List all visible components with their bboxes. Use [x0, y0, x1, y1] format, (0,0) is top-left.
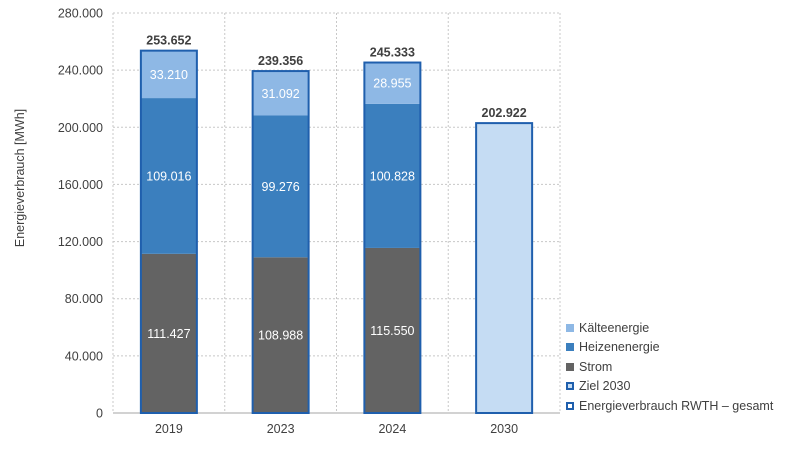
total-label: 202.922	[482, 106, 527, 120]
bar-total-outline	[363, 61, 422, 414]
x-tick-label: 2024	[378, 422, 406, 436]
data-label: 33.210	[150, 68, 188, 82]
data-label: 31.092	[262, 87, 300, 101]
y-tick-label: 160.000	[58, 178, 103, 192]
x-tick-label: 2030	[490, 422, 518, 436]
legend-label: Energieverbrauch RWTH – gesamt	[579, 398, 774, 413]
bar-segment	[140, 98, 197, 254]
data-label: 109.016	[146, 169, 191, 183]
data-label: 115.550	[370, 324, 414, 338]
legend-swatch	[566, 382, 574, 391]
legend-item: Strom	[566, 357, 773, 377]
y-tick-label: 0	[96, 407, 103, 421]
legend-swatch	[566, 401, 574, 410]
total-label: 239.356	[258, 54, 303, 68]
legend-item: Energieverbrauch RWTH – gesamt	[566, 396, 773, 416]
bar-total-outline	[139, 49, 198, 414]
legend-item: Ziel 2030	[566, 377, 773, 397]
bar-segment	[364, 103, 421, 248]
bar-segment	[252, 115, 309, 258]
bar-segment	[252, 257, 309, 413]
bar-segment	[140, 50, 197, 99]
data-label: 28.955	[373, 77, 411, 91]
y-tick-label: 200.000	[58, 121, 103, 135]
legend-label: Strom	[579, 359, 613, 374]
x-tick-label: 2019	[155, 422, 183, 436]
bar-segment	[252, 71, 309, 116]
data-label: 111.427	[147, 327, 190, 341]
legend-swatch	[566, 343, 574, 352]
bar-segment	[140, 253, 197, 413]
y-tick-label: 80.000	[65, 292, 103, 306]
legend-item: Kälteenergie	[566, 318, 773, 338]
total-label: 245.333	[370, 46, 415, 60]
legend-swatch	[566, 323, 574, 332]
legend-label: Ziel 2030	[579, 379, 631, 394]
legend-label: Heizenenergie	[579, 340, 660, 355]
x-tick-label: 2023	[267, 422, 295, 436]
legend-swatch	[566, 362, 574, 371]
legend-label: Kälteenergie	[579, 320, 650, 335]
legend-item: Heizenenergie	[566, 338, 773, 358]
bar-segment	[476, 123, 533, 414]
data-label: 108.988	[258, 329, 303, 343]
bar-total-outline	[475, 122, 534, 415]
y-axis-title: Energieverbrauch [MWh]	[13, 109, 27, 247]
bar-segment	[364, 247, 421, 413]
y-tick-label: 40.000	[65, 349, 103, 363]
bar-total-outline	[251, 70, 310, 414]
y-tick-label: 240.000	[58, 64, 103, 78]
data-label: 99.276	[262, 180, 300, 194]
bar-segment	[364, 62, 421, 104]
y-tick-label: 280.000	[58, 7, 103, 21]
y-tick-label: 120.000	[58, 235, 103, 249]
data-label: 100.828	[370, 169, 415, 183]
total-label: 253.652	[146, 34, 191, 48]
legend: Kälteenergie Heizenenergie Strom Ziel 2030 E…	[566, 318, 773, 416]
